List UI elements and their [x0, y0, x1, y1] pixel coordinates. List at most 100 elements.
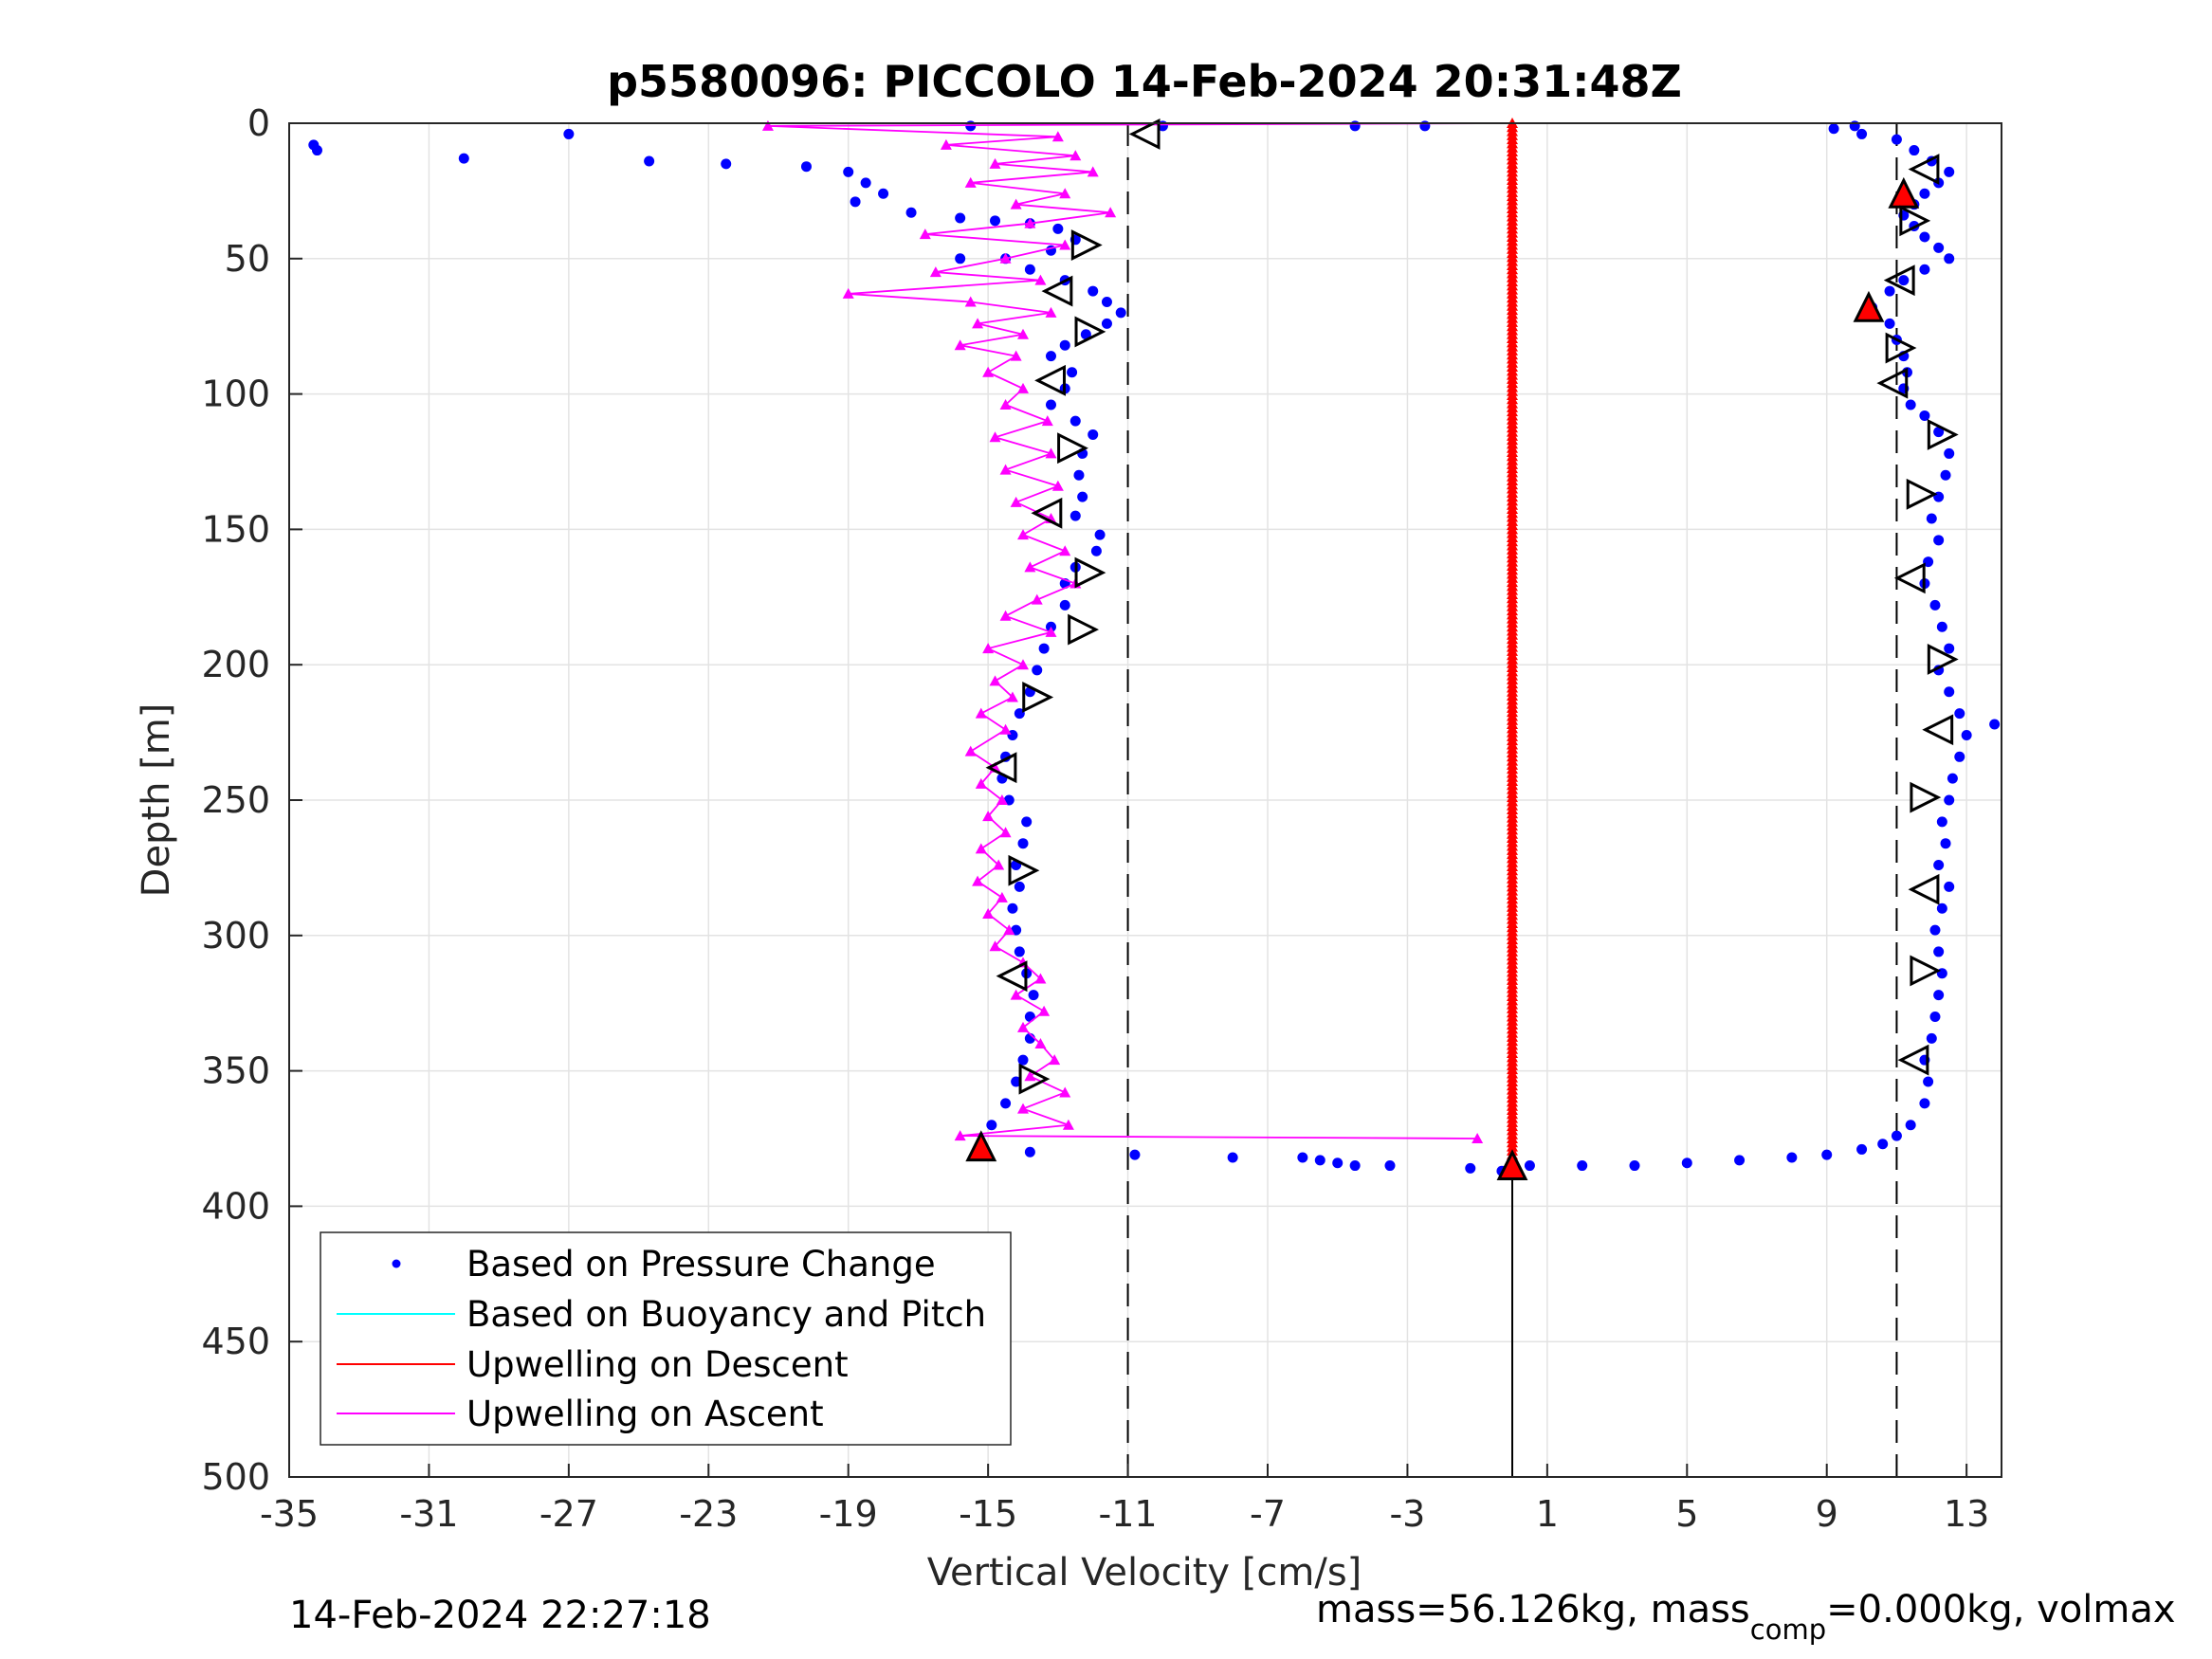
pressure-point [1919, 410, 1930, 421]
ascent-marker [1010, 198, 1022, 210]
pressure-point [1052, 223, 1064, 234]
pressure-point [644, 155, 655, 167]
pressure-point [1936, 816, 1947, 828]
triangle-marker [1031, 497, 1063, 529]
ascent-marker [940, 138, 952, 150]
x-tick-label: -19 [819, 1493, 878, 1535]
pressure-point [1045, 351, 1056, 362]
pressure-point [1024, 264, 1035, 275]
pressure-point [1017, 838, 1029, 849]
y-tick-label: 100 [201, 374, 270, 415]
pressure-point [1919, 231, 1930, 243]
triangle-marker [1070, 229, 1103, 261]
pressure-point [1038, 643, 1050, 654]
pressure-point [1101, 296, 1112, 307]
y-tick-label: 350 [201, 1050, 270, 1092]
pressure-point [1933, 990, 1945, 1001]
ascent-marker [919, 228, 931, 240]
triangle-marker [985, 752, 1017, 784]
y-tick-label: 300 [201, 915, 270, 957]
footer-mass-tail: =0.000kg, volmax [1826, 1588, 2175, 1632]
ascent-marker [1017, 1021, 1029, 1032]
pressure-point [1929, 599, 1941, 611]
y-tick-label: 450 [201, 1321, 270, 1362]
triangle-marker [1922, 714, 1954, 746]
x-tick-label: 9 [1816, 1493, 1838, 1535]
y-tick-label: 200 [201, 644, 270, 685]
pressure-point [860, 177, 871, 189]
ascent-marker [1017, 382, 1029, 393]
x-tick-label: -11 [1099, 1493, 1158, 1535]
ascent-marker [1045, 306, 1057, 318]
triangle-marker [1034, 364, 1066, 396]
pressure-point [721, 158, 732, 170]
pressure-point [1101, 318, 1112, 329]
pressure-point [1940, 838, 1951, 849]
y-tick-label: 500 [201, 1456, 270, 1498]
ascent-marker [999, 827, 1012, 838]
ascent-marker [982, 907, 995, 919]
pressure-point [1045, 399, 1056, 410]
legend-label-pressure: Based on Pressure Change [466, 1244, 936, 1285]
ascent-marker [761, 119, 774, 131]
triangle-marker [1022, 682, 1054, 713]
ascent-marker [989, 157, 1001, 169]
x-tick-label: -7 [1250, 1493, 1286, 1535]
pressure-point [1944, 794, 1955, 806]
ascent-marker [982, 366, 995, 377]
y-tick-label: 400 [201, 1185, 270, 1227]
pressure-point [1094, 529, 1106, 540]
legend-label-ascent: Upwelling on Ascent [466, 1394, 824, 1434]
pressure-point [1929, 924, 1941, 936]
pressure-point [1891, 134, 1902, 145]
x-axis: -35 -31 -27 -23 -19 -15 -11 -7 -3 1 5 9 13 [260, 1464, 1989, 1535]
ascent-marker [1105, 207, 1117, 218]
ascent-marker [1034, 1038, 1047, 1049]
ascent-marker [954, 339, 966, 351]
ascent-marker [975, 843, 987, 854]
ascent-marker [1034, 274, 1047, 285]
x-axis-label: Vertical Velocity [cm/s] [927, 1551, 1362, 1595]
y-axis-label: Depth [m] [135, 703, 178, 898]
ascent-marker [1010, 496, 1022, 507]
pressure-point [1919, 1098, 1930, 1109]
pressure-point [563, 128, 575, 139]
ascent-marker [1051, 480, 1064, 491]
ascent-marker [999, 252, 1012, 264]
triangle-marker [1927, 644, 1959, 675]
ascent-marker [964, 296, 977, 307]
pressure-point [1989, 719, 2001, 730]
ascent-marker [1017, 529, 1029, 540]
ascent-marker [1017, 659, 1029, 670]
triangle-marker [1074, 316, 1106, 348]
triangle-markers [965, 118, 1959, 1181]
triangle-marker [996, 960, 1028, 993]
triangle-marker [1876, 367, 1909, 399]
pressure-point [1786, 1152, 1798, 1163]
pressure-point [1933, 946, 1945, 957]
pressure-point [1090, 545, 1102, 556]
ascent-marker [954, 1130, 966, 1141]
ascent-marker [996, 891, 1008, 902]
triangle-marker [1068, 613, 1100, 646]
triangle-marker [1883, 264, 1915, 297]
pressure-point [1069, 415, 1081, 427]
x-tick-label: -35 [260, 1493, 319, 1535]
ascent-marker [999, 399, 1012, 410]
pressure-point [1088, 428, 1099, 440]
x-tick-label: 5 [1675, 1493, 1698, 1535]
triangle-marker [1908, 154, 1940, 185]
pressure-point [1933, 860, 1945, 871]
pressure-point [311, 145, 322, 156]
y-axis: 0 50 100 150 200 250 300 350 400 450 500 [201, 102, 302, 1498]
pressure-point [1524, 1160, 1535, 1172]
pressure-point [843, 166, 854, 177]
ascent-marker [996, 794, 1008, 805]
pressure-point [1297, 1152, 1308, 1163]
pressure-point [1077, 491, 1088, 502]
ascent-marker [1024, 217, 1036, 228]
triangle-marker [1906, 478, 1938, 510]
pressure-point [1856, 1143, 1868, 1155]
pressure-point [1014, 708, 1025, 720]
pressure-point [1821, 1149, 1833, 1160]
